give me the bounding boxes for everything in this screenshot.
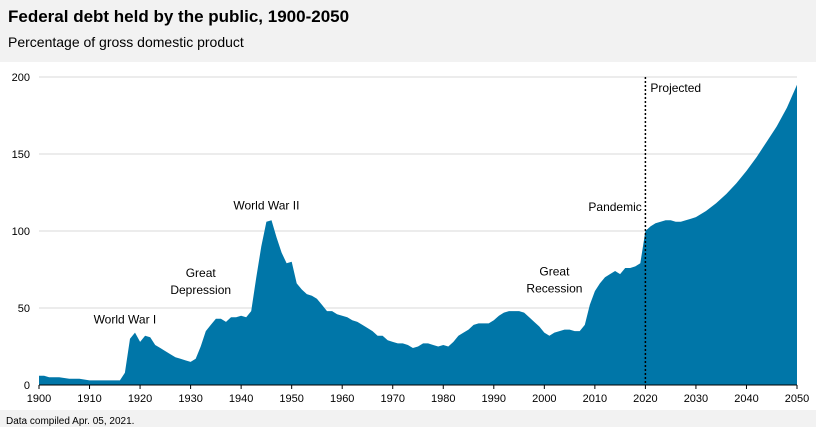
annotation-label: Great xyxy=(186,266,217,280)
y-tick-label: 50 xyxy=(18,303,30,315)
x-tick-label: 1900 xyxy=(27,393,51,405)
y-tick-label: 200 xyxy=(12,72,30,84)
x-tick-label: 1970 xyxy=(380,393,404,405)
annotation-label: Recession xyxy=(526,282,582,296)
x-tick-label: 1990 xyxy=(482,393,506,405)
annotation-label: Great xyxy=(539,265,570,279)
annotation-label: World War II xyxy=(233,198,299,212)
x-tick-label: 1960 xyxy=(330,393,354,405)
chart-subtitle: Percentage of gross domestic product xyxy=(8,34,244,50)
projection-label: Projected xyxy=(650,81,701,95)
x-tick-label: 1950 xyxy=(279,393,303,405)
annotation-label: Depression xyxy=(170,283,231,297)
y-tick-label: 150 xyxy=(12,149,30,161)
debt-area-series xyxy=(39,84,797,385)
x-tick-label: 1910 xyxy=(77,393,101,405)
y-tick-label: 0 xyxy=(24,380,30,392)
chart-title: Federal debt held by the public, 1900-20… xyxy=(8,7,350,26)
x-tick-label: 2040 xyxy=(734,393,758,405)
x-tick-label: 1920 xyxy=(128,393,152,405)
x-tick-label: 1980 xyxy=(431,393,455,405)
x-tick-label: 2000 xyxy=(532,393,556,405)
x-tick-label: 1940 xyxy=(229,393,253,405)
x-tick-label: 2010 xyxy=(583,393,607,405)
x-tick-label: 2030 xyxy=(684,393,708,405)
x-tick-label: 1930 xyxy=(178,393,202,405)
annotation-label: Pandemic xyxy=(588,200,641,214)
y-tick-label: 100 xyxy=(12,226,30,238)
x-tick-label: 2020 xyxy=(633,393,657,405)
x-tick-label: 2050 xyxy=(785,393,809,405)
annotation-label: World War I xyxy=(94,312,157,326)
footer-note: Data compiled Apr. 05, 2021. xyxy=(6,416,135,427)
